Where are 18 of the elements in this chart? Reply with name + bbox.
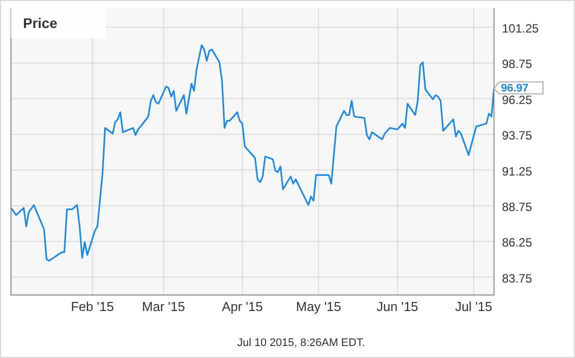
x-tick-label: Apr '15 [222,299,263,314]
x-tick-label: Jun '15 [376,299,418,314]
x-tick-label: May '15 [296,299,342,314]
text: Jul 10 2015, 8:26AM EDT. [237,337,365,349]
annotation: 96.97 [501,82,529,95]
text: Price [23,15,58,31]
y-tick-label: 91.25 [502,164,532,178]
x-tick-label: Feb '15 [70,299,114,314]
y-tick-label: 83.75 [502,271,532,286]
y-tick-label: 88.75 [502,200,532,214]
y-tick-label: 93.75 [502,128,532,143]
x-tick-label: Jul '15 [455,299,492,314]
y-tick-label: 98.75 [502,57,532,72]
line-series [10,44,495,262]
y-tick-label: 86.25 [502,236,532,250]
y-tick-label: 96.25 [502,92,532,107]
x-tick-label: Mar '15 [142,299,186,314]
y-tick-label: 101.25 [502,21,540,36]
